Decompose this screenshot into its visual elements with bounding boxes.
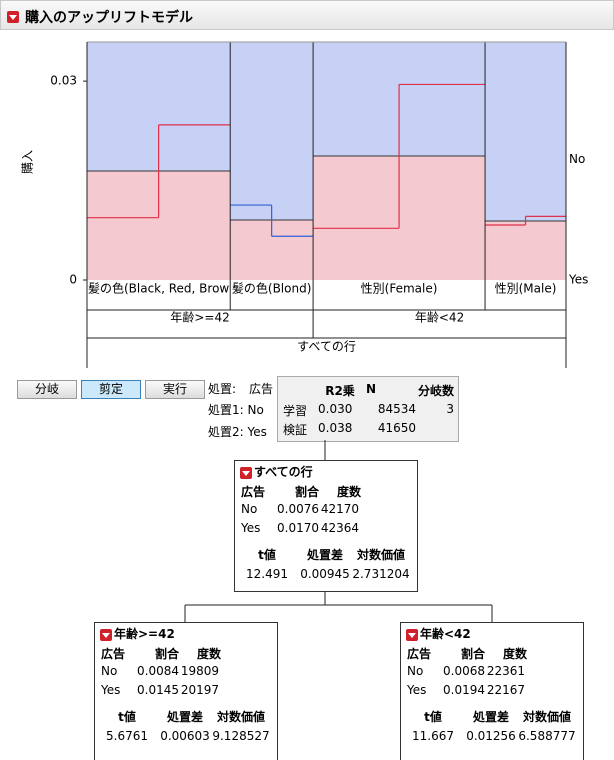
node-stat: 2.731204 xyxy=(352,567,410,581)
node-row-label: Yes xyxy=(407,683,427,697)
node-stat-column: t値 xyxy=(424,710,442,724)
segment-label: 性別(Female) xyxy=(361,282,438,296)
node-title: すべての行 xyxy=(254,465,313,479)
button[interactable]: 実行 xyxy=(145,380,205,399)
summary-row-label: 学習 xyxy=(283,404,308,418)
summary-r2: 0.038 xyxy=(318,421,353,435)
treatment-label: 処置: xyxy=(208,382,237,396)
node-rate: 0.0076 xyxy=(277,502,319,516)
segment-label: 髪の色(Blond) xyxy=(232,282,312,296)
title: 購入のアップリフトモデル xyxy=(25,10,193,26)
node-count: 42364 xyxy=(320,521,359,535)
node-row-label: Yes xyxy=(101,683,121,697)
summary-header: 分岐数 xyxy=(417,384,454,398)
summary-header: N xyxy=(365,382,376,396)
node-column: 広告 xyxy=(101,647,126,661)
node-column: 度数 xyxy=(502,647,527,661)
y-tick-label: 0 xyxy=(69,273,77,287)
node-count: 19809 xyxy=(180,664,219,678)
node-rate: 0.0194 xyxy=(443,683,485,697)
node-stat-column: 処置差 xyxy=(166,710,203,724)
node-stat-column: t値 xyxy=(118,710,136,724)
node-stat-column: 処置差 xyxy=(306,548,343,562)
node-stat: 11.667 xyxy=(412,729,454,743)
node-count: 20197 xyxy=(180,683,219,697)
right-label: Yes xyxy=(568,273,588,287)
node-stat: 0.00945 xyxy=(300,567,350,581)
right-label: No xyxy=(569,152,585,166)
node-stat: 6.588777 xyxy=(518,729,576,743)
tree-node: 年齢>=42 広告 割合 度数 No 0.0084 19809 Yes 0.0145 20197 t… xyxy=(94,622,278,760)
node-stat: 9.128527 xyxy=(212,729,270,743)
summary-splits: 3 xyxy=(446,402,454,416)
node-row-label: No xyxy=(101,664,118,678)
y-tick-label: 0.03 xyxy=(50,74,77,88)
node-rate: 0.0084 xyxy=(137,664,179,678)
group-label: 年齢>=42 xyxy=(170,310,229,325)
segment-label: 髪の色(Black, Red, Brow xyxy=(88,282,229,296)
summary-r2: 0.030 xyxy=(318,402,353,416)
summary-n: 84534 xyxy=(377,402,416,416)
node-row-label: Yes xyxy=(241,521,261,535)
summary-row-label: 検証 xyxy=(283,423,308,437)
title-bar: 購入のアップリフトモデル xyxy=(0,0,614,30)
node-title: 年齢>=42 xyxy=(114,627,175,641)
node-column: 度数 xyxy=(196,647,221,661)
node-stat: 12.491 xyxy=(246,567,288,581)
node-rate: 0.0145 xyxy=(137,683,179,697)
node-count: 22361 xyxy=(486,664,525,678)
node-row-label: No xyxy=(407,664,424,678)
tree-connectors xyxy=(184,440,493,622)
chart: 髪の色(Black, Red, Brow 髪の色(Blond) 性別(Female)… xyxy=(21,41,588,368)
node-stat-column: 対数価値 xyxy=(522,710,571,724)
node-column: 度数 xyxy=(336,485,361,499)
node-count: 22167 xyxy=(486,683,525,697)
node-count: 42170 xyxy=(320,502,359,516)
treatment-name: 広告 xyxy=(249,382,274,396)
group-label: 年齢<42 xyxy=(415,310,464,325)
node-stat-column: 処置差 xyxy=(472,710,509,724)
node-stat-column: 対数価値 xyxy=(356,548,405,562)
node-column: 割合 xyxy=(294,485,319,499)
summary-header: R2乗 xyxy=(325,384,355,398)
node-column: 割合 xyxy=(154,647,179,661)
node-menu-icon[interactable] xyxy=(240,466,252,479)
node-rate: 0.0068 xyxy=(443,664,485,678)
no-area xyxy=(230,42,314,221)
node-menu-icon[interactable] xyxy=(406,628,418,641)
tree-node: すべての行広告 割合 度数 No 0.0076 42170 Yes 0.0170 42364 t値… xyxy=(234,460,418,592)
treatment-1: 処置1: No xyxy=(208,403,264,417)
yes-area xyxy=(485,220,566,280)
button[interactable]: 剪定 xyxy=(81,380,141,399)
button[interactable]: 分岐 xyxy=(17,380,77,399)
node-column: 広告 xyxy=(241,485,266,499)
segment-label: 性別(Male) xyxy=(495,282,557,296)
node-rate: 0.0170 xyxy=(277,521,319,535)
node-title: 年齢<42 xyxy=(420,627,471,641)
node-menu-icon[interactable] xyxy=(100,628,112,641)
node-row-label: No xyxy=(241,502,258,516)
menu-icon[interactable] xyxy=(7,10,19,23)
y-axis-label: 購入 xyxy=(21,150,35,174)
node-stat: 0.00603 xyxy=(160,729,210,743)
tree-node: 年齢<42 広告 割合 度数 No 0.0068 22361 Yes 0.0194 22167 t値… xyxy=(400,622,584,760)
treatment-2: 処置2: Yes xyxy=(208,425,267,439)
summary-n: 41650 xyxy=(377,421,416,435)
no-area xyxy=(485,42,566,221)
node-stat: 5.6761 xyxy=(106,729,148,743)
node-column: 割合 xyxy=(460,647,485,661)
root-label: すべての行 xyxy=(297,340,356,354)
node-column: 広告 xyxy=(407,647,432,661)
node-stat: 0.01256 xyxy=(466,729,516,743)
node-stat-column: 対数価値 xyxy=(216,710,265,724)
summary-table: R2乗 N 分岐数学習 0.030 84534 3 検証 0.038 41650 xyxy=(277,376,459,442)
node-stat-column: t値 xyxy=(258,548,276,562)
